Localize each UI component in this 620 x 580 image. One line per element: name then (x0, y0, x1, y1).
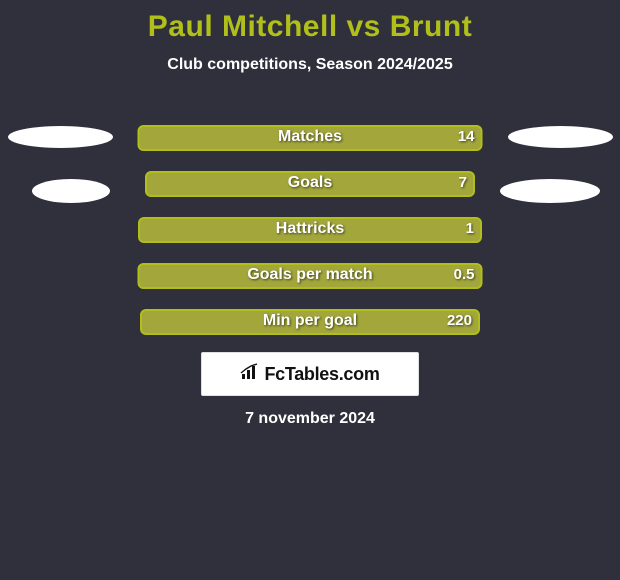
stats-bars: Matches 14 Goals 7 Hattricks 1 Goals per match… (0, 115, 620, 345)
stat-row: Min per goal 220 (0, 299, 620, 345)
stat-label: Matches (278, 128, 342, 146)
fctables-logo: FcTables.com (201, 352, 419, 396)
stat-label: Hattricks (276, 220, 344, 238)
bar-chart-icon (240, 363, 260, 386)
stat-value: 7 (459, 174, 467, 191)
stat-row: Hattricks 1 (0, 207, 620, 253)
stat-row: Goals per match 0.5 (0, 253, 620, 299)
stat-label: Goals per match (247, 266, 372, 284)
stat-row: Goals 7 (0, 161, 620, 207)
stat-value: 1 (466, 220, 474, 237)
stat-label: Goals (288, 174, 332, 192)
page-title: Paul Mitchell vs Brunt (0, 0, 620, 44)
stat-value: 14 (458, 128, 475, 145)
stat-row: Matches 14 (0, 115, 620, 161)
stat-value: 0.5 (454, 266, 475, 283)
date-text: 7 november 2024 (245, 410, 375, 428)
stat-label: Min per goal (263, 312, 357, 330)
logo-text: FcTables.com (240, 363, 379, 386)
logo-label: FcTables.com (264, 364, 379, 385)
comparison-card: Paul Mitchell vs Brunt Club competitions… (0, 0, 620, 580)
subtitle: Club competitions, Season 2024/2025 (0, 56, 620, 74)
stat-value: 220 (447, 312, 472, 329)
